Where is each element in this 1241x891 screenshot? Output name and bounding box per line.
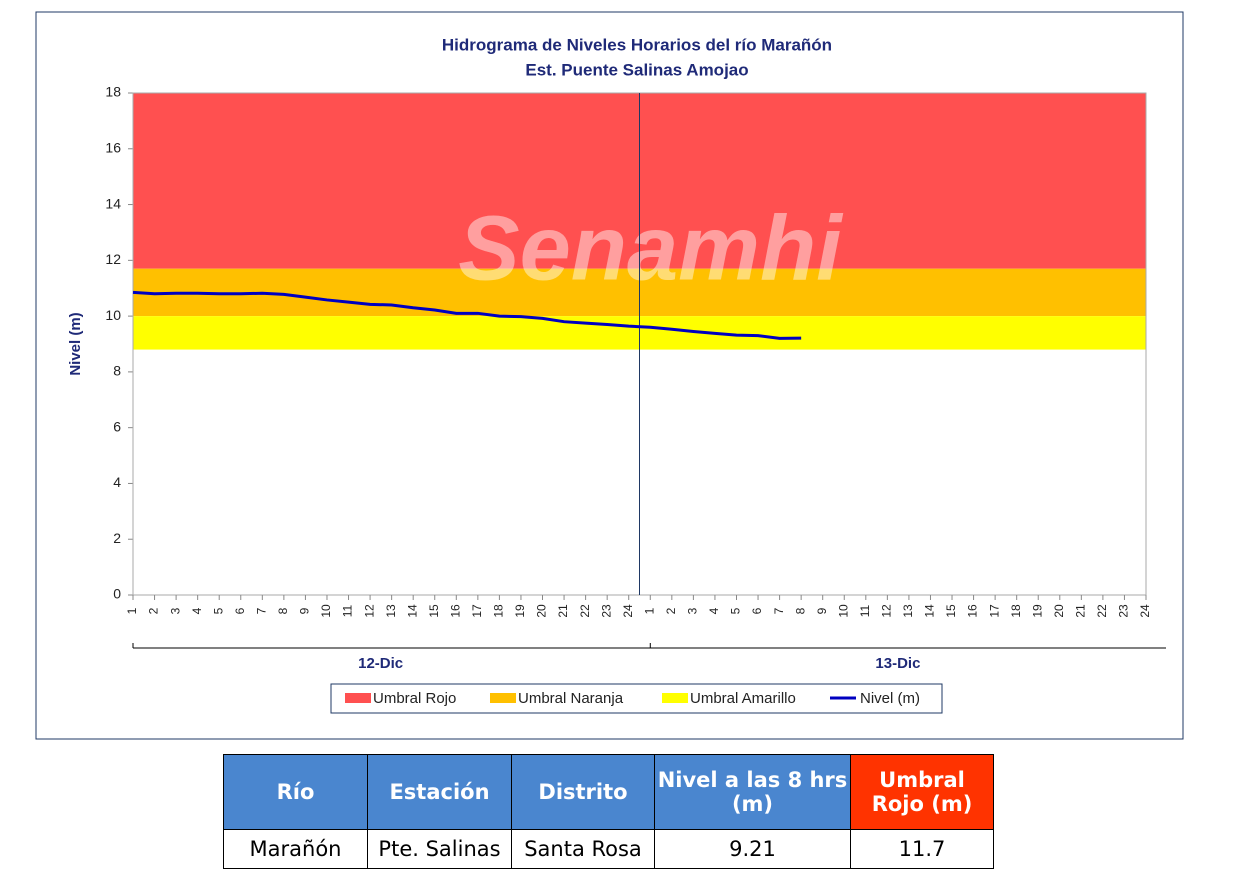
header-cell: Distrito xyxy=(511,754,655,830)
cell: 11.7 xyxy=(850,829,994,869)
x-tick-label: 5 xyxy=(211,607,225,614)
cell: Pte. Salinas xyxy=(367,829,512,869)
x-tick-label: 2 xyxy=(664,607,678,614)
x-tick-label: 5 xyxy=(729,607,743,614)
x-tick-label: 17 xyxy=(987,604,1001,618)
x-tick-label: 8 xyxy=(793,607,807,614)
x-tick-label: 14 xyxy=(923,604,937,618)
x-tick-label: 22 xyxy=(578,604,592,618)
x-tick-label: 7 xyxy=(772,607,786,614)
x-tick-label: 15 xyxy=(427,604,441,618)
x-tick-label: 23 xyxy=(599,604,613,618)
line-series xyxy=(132,290,802,340)
x-tick-label: 10 xyxy=(319,604,333,618)
cell: Marañón xyxy=(223,829,368,869)
x-tick-label: 20 xyxy=(1052,604,1066,618)
x-tick-label: 2 xyxy=(147,607,161,614)
cell: Santa Rosa xyxy=(511,829,655,869)
cell: 9.21 xyxy=(654,829,851,869)
x-tick-label: 6 xyxy=(750,607,764,614)
x-tick-label: 13 xyxy=(901,604,915,618)
x-tick-label: 16 xyxy=(966,604,980,618)
table-header: Río Estación Distrito Nivel a las 8 hrs … xyxy=(223,754,994,830)
y-tick-label: 12 xyxy=(105,251,121,267)
x-tick-label: 23 xyxy=(1117,604,1131,618)
summary-table: Río Estación Distrito Nivel a las 8 hrs … xyxy=(223,754,994,869)
group-label: 12-Dic xyxy=(358,655,403,672)
x-tick-label: 9 xyxy=(815,607,829,614)
x-tick-label: 13 xyxy=(384,604,398,618)
legend-swatch xyxy=(490,693,516,703)
chart-title: Hidrograma de Niveles Horarios del río M… xyxy=(442,35,832,54)
x-tick-label: 3 xyxy=(686,607,700,614)
x-tick-label: 17 xyxy=(470,604,484,618)
legend-label: Umbral Naranja xyxy=(518,690,624,707)
y-tick-label: 4 xyxy=(113,474,121,490)
x-tick-label: 18 xyxy=(492,604,506,618)
x-tick-label: 15 xyxy=(944,604,958,618)
y-tick-label: 14 xyxy=(105,195,121,211)
x-tick-label: 11 xyxy=(341,604,355,617)
y-tick-label: 16 xyxy=(105,139,121,155)
y-tick-label: 10 xyxy=(105,307,121,323)
x-tick-label: 14 xyxy=(405,604,419,618)
legend-swatch xyxy=(345,693,371,703)
header-cell: Nivel a las 8 hrs (m) xyxy=(654,754,851,830)
x-tick-label: 12 xyxy=(880,604,894,618)
x-tick-label: 19 xyxy=(1030,604,1044,618)
x-tick-label: 9 xyxy=(298,607,312,614)
x-tick-label: 21 xyxy=(556,604,570,618)
chart: Hidrograma de Niveles Horarios del río M… xyxy=(35,11,1184,740)
x-tick-label: 4 xyxy=(190,607,204,614)
header-cell: Estación xyxy=(367,754,512,830)
legend-label: Umbral Rojo xyxy=(373,690,456,707)
x-tick-label: 18 xyxy=(1009,604,1023,618)
header-cell: Umbral Rojo (m) xyxy=(850,754,994,830)
y-tick-label: 0 xyxy=(113,586,121,602)
y-tick-label: 8 xyxy=(113,363,121,379)
x-tick-label: 7 xyxy=(254,607,268,614)
x-tick-label: 1 xyxy=(125,607,139,614)
x-tick-label: 10 xyxy=(836,604,850,618)
group-label: 13-Dic xyxy=(875,655,920,672)
x-tick-label: 20 xyxy=(535,604,549,618)
x-tick-label: 11 xyxy=(858,604,872,617)
x-tick-label: 1 xyxy=(642,607,656,614)
y-tick-label: 18 xyxy=(105,84,121,100)
x-tick-label: 16 xyxy=(448,604,462,618)
watermark: Senamhi xyxy=(458,197,844,299)
y-tick-label: 6 xyxy=(113,418,121,434)
x-tick-label: 3 xyxy=(168,607,182,614)
legend-label: Nivel (m) xyxy=(860,690,920,707)
x-tick-label: 19 xyxy=(513,604,527,618)
y-tick-label: 2 xyxy=(113,530,121,546)
y-axis-label: Nivel (m) xyxy=(67,312,84,375)
x-tick-label: 24 xyxy=(621,604,635,618)
x-tick-label: 4 xyxy=(707,607,721,614)
x-tick-label: 22 xyxy=(1095,604,1109,618)
legend-swatch xyxy=(662,693,688,703)
chart-subtitle: Est. Puente Salinas Amojao xyxy=(525,60,748,79)
header-cell: Río xyxy=(223,754,368,830)
x-tick-label: 6 xyxy=(233,607,247,614)
x-tick-label: 8 xyxy=(276,607,290,614)
x-tick-label: 24 xyxy=(1138,604,1152,618)
x-tick-label: 21 xyxy=(1074,604,1088,618)
legend-label: Umbral Amarillo xyxy=(690,690,796,707)
table-row: Marañón Pte. Salinas Santa Rosa 9.21 11.… xyxy=(223,829,994,869)
x-tick-label: 12 xyxy=(362,604,376,618)
